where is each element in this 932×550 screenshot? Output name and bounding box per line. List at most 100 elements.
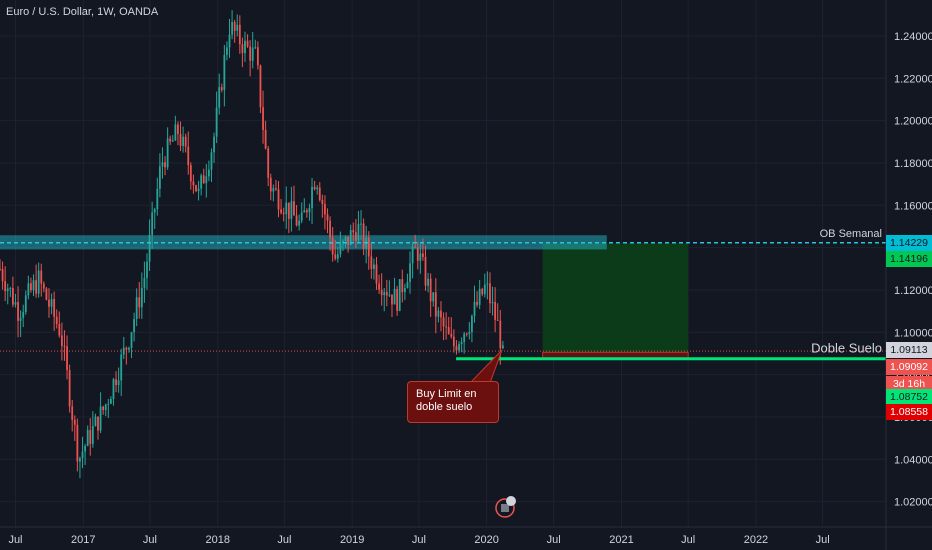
candle-body [321, 199, 324, 204]
candle-body [275, 188, 277, 190]
candle-body [115, 379, 117, 386]
candle-body [231, 22, 233, 35]
candle-body [79, 458, 81, 462]
x-tick-label: Jul [412, 534, 426, 546]
candle-body [287, 202, 290, 219]
candle-body [354, 232, 357, 241]
candle-body [352, 230, 355, 233]
candle-body [447, 326, 450, 334]
candle-body [73, 419, 76, 425]
candle-body [55, 316, 58, 324]
candle-body [50, 299, 53, 307]
candle-body [102, 406, 105, 411]
candle-body [380, 289, 383, 296]
candle-body [458, 344, 460, 351]
candle-body [19, 317, 22, 321]
buy-limit-callout: Buy Limit en doble suelo [407, 381, 499, 423]
candle-body [277, 189, 280, 210]
x-tick-label: Jul [547, 534, 561, 546]
candle-body [336, 254, 339, 259]
candle-body [465, 333, 468, 335]
doble-suelo-label: Doble Suelo [811, 341, 882, 356]
candle-body [125, 347, 128, 350]
candle-body [153, 209, 156, 213]
candle-body [48, 299, 50, 307]
candle-body [455, 346, 458, 351]
candle-body [213, 136, 215, 153]
candle-body [460, 342, 463, 345]
candle-body [91, 425, 94, 444]
candle-body [373, 264, 375, 269]
candle-body [401, 279, 404, 293]
candle-body [45, 288, 48, 300]
candle-body [264, 129, 267, 149]
candle-body [241, 44, 244, 54]
candle-body [486, 283, 489, 285]
candle-body [171, 140, 174, 142]
candle-body [17, 302, 19, 321]
candle-body [305, 210, 308, 213]
candle-body [398, 279, 401, 311]
candle-body [308, 208, 311, 213]
candle-body [316, 187, 319, 190]
candle-body [367, 237, 370, 257]
candle-body [174, 124, 177, 141]
candle-body [311, 186, 313, 209]
candle-body [218, 87, 221, 108]
candle-body [300, 212, 303, 221]
price-badge: 1.09092 [886, 359, 932, 376]
candle-body [463, 333, 466, 343]
candle-body [130, 332, 133, 348]
candle-body [200, 175, 203, 189]
candle-body [483, 284, 486, 295]
candle-body [360, 223, 362, 225]
y-tick-label: 1.12000 [894, 285, 932, 297]
candle-body [293, 201, 295, 216]
candle-body [344, 236, 347, 241]
candle-body [63, 345, 66, 347]
x-tick-label: 2021 [609, 534, 633, 546]
x-tick-label: 2018 [205, 534, 229, 546]
candle-body [254, 47, 257, 49]
candle-body [86, 430, 89, 446]
candle-body [71, 406, 74, 420]
candle-body [140, 287, 143, 308]
candle-body [429, 278, 432, 302]
price-axis-background [886, 0, 932, 550]
candle-body [298, 220, 301, 226]
y-tick-label: 1.02000 [894, 497, 932, 509]
candle-body [42, 283, 45, 289]
candle-body [280, 209, 282, 213]
candle-body [99, 406, 102, 431]
candle-body [427, 278, 429, 286]
candle-body [187, 146, 190, 166]
target-zone [542, 243, 689, 359]
x-tick-label: Jul [681, 534, 695, 546]
candle-body [11, 288, 14, 305]
candle-body [272, 188, 275, 192]
candle-body [416, 247, 419, 261]
candle-body [424, 256, 427, 286]
candle-body [452, 336, 455, 347]
candle-body [334, 254, 337, 259]
ob-semanal-label: OB Semanal [820, 228, 882, 240]
candle-body [244, 40, 246, 54]
candle-body [473, 301, 476, 316]
y-tick-label: 1.22000 [894, 73, 932, 85]
chart-title: Euro / U.S. Dollar, 1W, OANDA [6, 6, 159, 18]
candle-body [370, 256, 373, 269]
candle-body [256, 47, 259, 66]
candle-body [220, 87, 223, 91]
candle-body [215, 107, 218, 137]
notification-count-bubble [506, 496, 516, 506]
candle-body [496, 319, 499, 321]
candle-body [385, 292, 388, 296]
candle-body [251, 47, 254, 61]
candle-body [236, 24, 239, 31]
candle-body [481, 288, 484, 295]
candle-body [143, 277, 146, 288]
callout-line-2: doble suelo [416, 401, 473, 413]
candle-body [1, 269, 4, 282]
candle-body [135, 297, 138, 320]
